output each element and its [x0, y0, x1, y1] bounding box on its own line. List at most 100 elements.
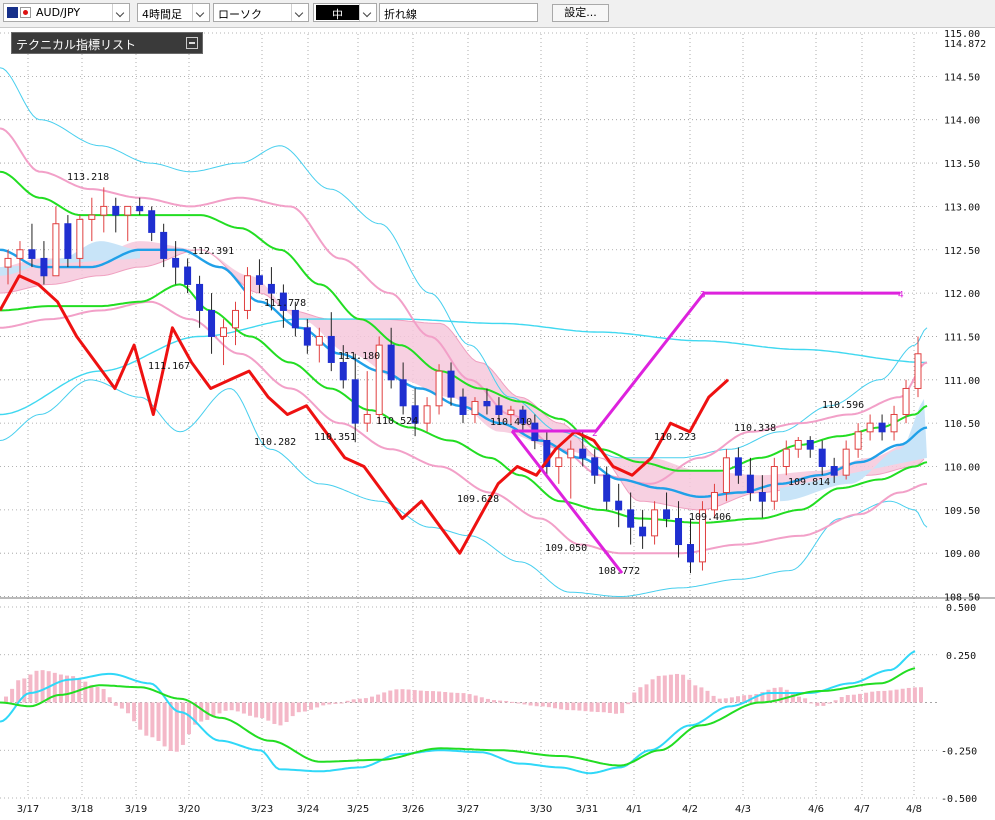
macd-histogram-bar: [217, 702, 222, 714]
candle-body: [746, 474, 754, 494]
settings-button[interactable]: 設定...: [552, 4, 609, 22]
candle-body: [794, 439, 802, 450]
macd-histogram-bar: [729, 697, 734, 703]
macd-histogram-bar: [559, 702, 564, 710]
date-tick-label: 3/25: [347, 804, 369, 815]
candle-body: [88, 214, 96, 220]
envelope-upper-line: [0, 170, 928, 472]
macd-tick-label: 0.250: [946, 651, 976, 662]
signal-line: [0, 667, 916, 767]
chevron-down-icon[interactable]: [112, 4, 129, 21]
line-size-select[interactable]: 中: [313, 3, 377, 22]
macd-histogram-bar: [34, 670, 39, 703]
macd-histogram-bar: [839, 697, 844, 703]
candle-body: [866, 422, 874, 433]
macd-histogram-bar: [851, 694, 856, 703]
macd-histogram-bar: [95, 686, 100, 703]
macd-histogram-bar: [906, 687, 911, 703]
timeframe-label: 4時間足: [142, 8, 182, 21]
candle-body: [842, 448, 850, 476]
macd-histogram-bar: [107, 697, 112, 703]
macd-histogram-bar: [650, 679, 655, 703]
macd-histogram-bar: [52, 672, 57, 703]
macd-histogram-bar: [333, 702, 338, 704]
candle-body: [471, 400, 479, 415]
macd-histogram-bar: [83, 681, 88, 703]
macd-histogram-bar: [40, 670, 45, 703]
bollinger-upper-line: [0, 127, 928, 485]
macd-histogram-bar: [455, 692, 460, 703]
chart-area[interactable]: 23 4 113.218112.391111.778111.167111.1801…: [0, 27, 995, 820]
macd-histogram-bar: [479, 697, 484, 703]
chevron-down-icon[interactable]: [359, 4, 376, 21]
price-annotation: 112.391: [192, 246, 234, 257]
zigzag-line: [510, 430, 624, 575]
macd-histogram-bar: [388, 690, 393, 703]
price-annotations: 113.218 112.391 111.778 111.167 111.180 110.2…: [67, 172, 864, 577]
toolbar: AUD/JPY 4時間足 ローソク 中 折れ線 設定...: [0, 0, 995, 28]
technical-indicator-panel[interactable]: テクニカル指標リスト: [11, 32, 203, 54]
macd-histogram-bar: [827, 702, 832, 704]
candle-body: [734, 457, 742, 476]
macd-histogram-bar: [607, 702, 612, 713]
macd-histogram-bar: [809, 702, 814, 704]
chevron-down-icon[interactable]: [192, 4, 209, 21]
macd-histogram-bar: [620, 702, 625, 714]
macd-tick-label: -0.250: [941, 746, 977, 757]
price-annotation: 110.338: [734, 423, 776, 434]
candle-body: [327, 335, 335, 363]
macd-histogram-bar: [723, 698, 728, 703]
macd-histogram-bar: [223, 702, 228, 711]
candle-body: [722, 457, 730, 494]
candles: [4, 187, 922, 574]
macd-histogram-bar: [101, 689, 106, 703]
date-tick-label: 3/23: [251, 804, 273, 815]
candle-body: [100, 205, 108, 216]
symbol-select[interactable]: AUD/JPY: [3, 3, 130, 22]
macd-line: [0, 650, 916, 775]
price-annotation: 109.814: [788, 477, 830, 488]
macd-histogram-bar: [626, 702, 631, 705]
zigzag-label: 4: [898, 290, 904, 300]
price-tick-label: 110.00: [944, 463, 980, 474]
envelope-lower-line: [0, 283, 928, 524]
macd-histogram-bar: [199, 702, 204, 722]
price-tick-label: 109.00: [944, 549, 980, 560]
candle-body: [64, 223, 72, 259]
date-tick-label: 3/30: [530, 804, 552, 815]
timeframe-select[interactable]: 4時間足: [137, 3, 210, 22]
date-tick-label: 3/26: [402, 804, 424, 815]
macd-histogram-bar: [449, 692, 454, 703]
macd-histogram-bar: [736, 696, 740, 703]
macd-histogram-bar: [571, 702, 576, 711]
chart-style-select[interactable]: ローソク: [213, 3, 309, 22]
macd-histogram-bar: [296, 702, 301, 713]
candle-body: [603, 474, 611, 502]
macd-histogram-bar: [345, 700, 350, 703]
macd-histogram-bar: [370, 696, 374, 703]
macd-histogram-bar: [235, 702, 240, 712]
macd-histogram-bar: [418, 690, 423, 703]
macd-histogram-bar: [699, 687, 704, 703]
macd-histogram-bar: [668, 674, 673, 703]
macd-histogram-bar: [876, 691, 881, 703]
date-tick-label: 3/31: [576, 804, 598, 815]
macd-histogram-bar: [248, 702, 252, 716]
date-tick-label: 3/27: [457, 804, 479, 815]
macd-histogram-bar: [540, 702, 545, 707]
cloud-edge: [0, 249, 925, 511]
macd-histogram-bar: [858, 693, 862, 703]
collapse-icon[interactable]: [186, 37, 198, 49]
price-tick-label: 108.50: [944, 593, 980, 604]
macd-histogram-bar: [138, 702, 143, 730]
candle-body: [112, 205, 120, 216]
date-tick-label: 3/24: [297, 804, 319, 815]
macd-histogram-bar: [351, 699, 356, 703]
chevron-down-icon[interactable]: [291, 4, 308, 21]
macd-histogram-bar: [754, 693, 759, 703]
line-type-select[interactable]: 折れ線: [379, 3, 538, 22]
macd-histogram-bar: [394, 689, 399, 703]
macd-histogram-bar: [687, 679, 692, 703]
macd-histogram-bar: [4, 696, 8, 703]
macd-histogram-bar: [187, 702, 191, 735]
